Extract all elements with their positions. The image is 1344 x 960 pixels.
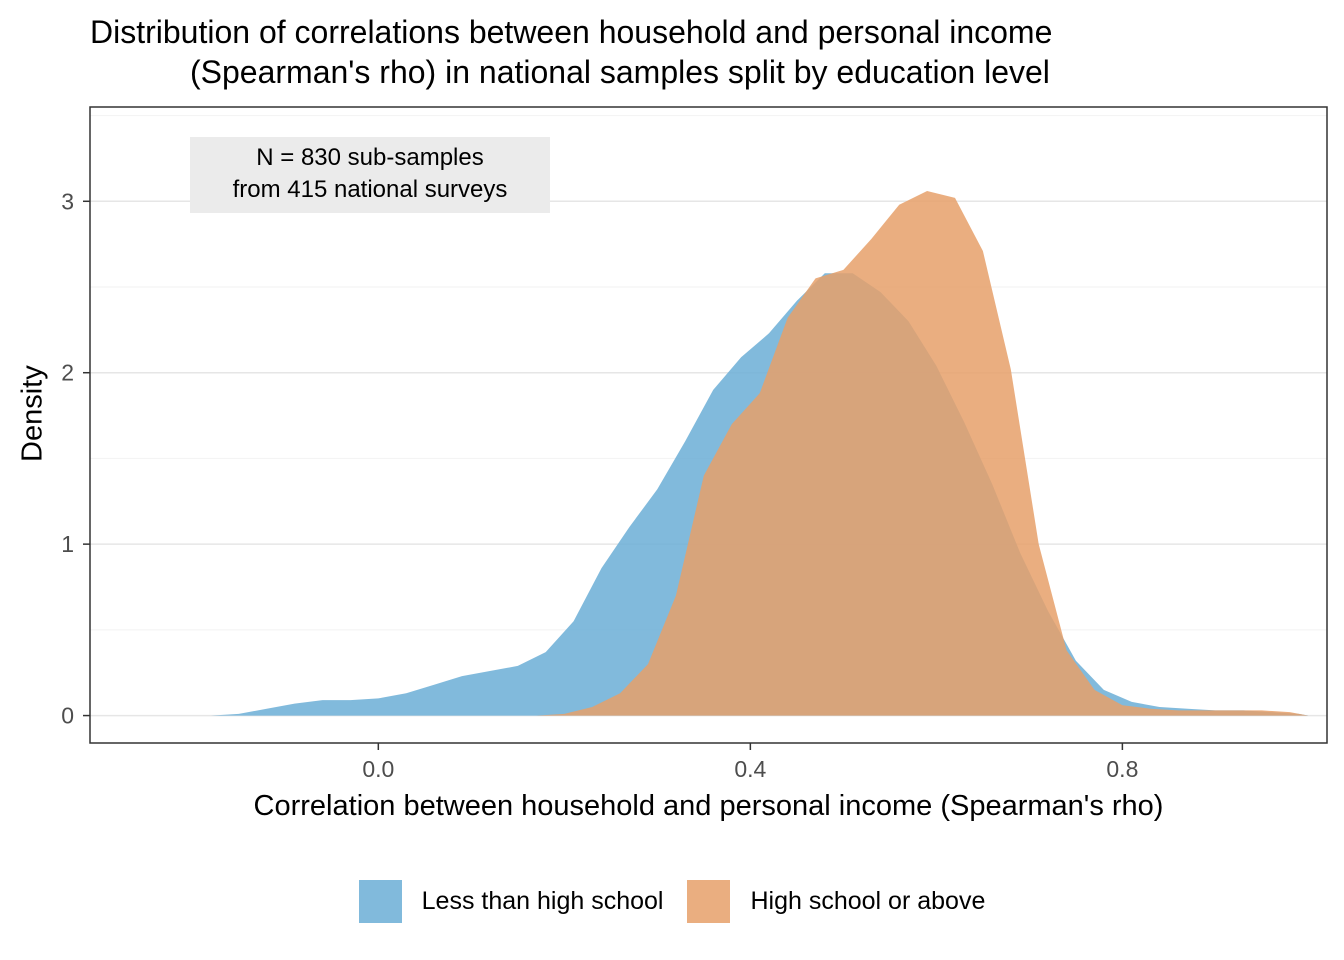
annotation-box: N = 830 sub-samples from 415 national su… <box>190 137 550 213</box>
legend-item-high-school-or-above: High school or above <box>687 880 985 923</box>
x-axis-label: Correlation between household and person… <box>253 790 1164 822</box>
y-tick-label: 2 <box>61 360 74 386</box>
chart-title-line-2: (Spearman's rho) in national samples spl… <box>190 54 1050 90</box>
x-tick-label: 0.8 <box>1106 756 1138 782</box>
axis-ticks: 0.0 0.4 0.8 0 1 2 3 <box>61 188 1138 782</box>
legend-label-less-than-high-school: Less than high school <box>421 887 664 915</box>
annotation-line-2: from 415 national surveys <box>232 176 508 203</box>
density-area-high-school-or-above <box>536 191 1309 716</box>
panel-border <box>89 106 1328 744</box>
y-tick-label: 3 <box>61 188 74 214</box>
legend-item-less-than-high-school: Less than high school <box>358 880 664 923</box>
x-tick-label: 0.4 <box>734 756 766 782</box>
legend: Less than high school High school or abo… <box>0 880 1344 923</box>
legend-swatch-less-than-high-school <box>358 880 402 923</box>
x-tick-label: 0.0 <box>362 756 394 782</box>
y-axis-label: Density <box>16 365 49 462</box>
y-tick-label: 0 <box>61 703 74 729</box>
chart-title-line-1: Distribution of correlations between hou… <box>90 14 1053 50</box>
legend-label-high-school-or-above: High school or above <box>750 887 986 915</box>
annotation-line-1: N = 830 sub-samples <box>256 144 484 171</box>
y-tick-label: 1 <box>61 531 74 557</box>
density-areas <box>210 191 1309 716</box>
legend-swatch-high-school-or-above <box>687 880 731 923</box>
